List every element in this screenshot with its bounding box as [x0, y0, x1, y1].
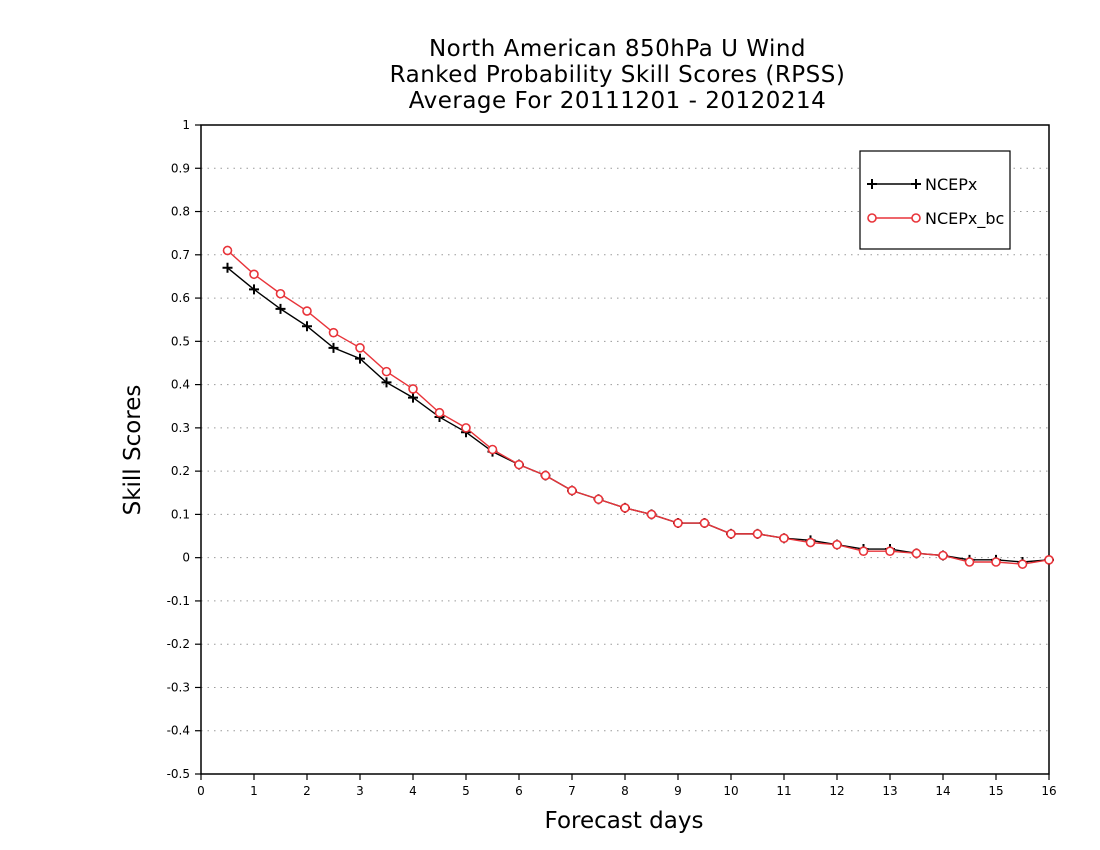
data-point: [867, 213, 877, 223]
chart-title-line-3: Average For 20111201 - 20120214: [408, 88, 827, 114]
legend: NCEPx NCEPx_bc: [859, 150, 1011, 250]
x-tick-label: 6: [515, 784, 523, 798]
y-tick-label: 1: [182, 118, 190, 132]
data-point: [699, 518, 710, 528]
data-point: [408, 384, 418, 394]
data-point: [1017, 559, 1028, 569]
legend-label: NCEPx: [925, 175, 977, 194]
x-tick-label: 15: [988, 784, 1003, 798]
data-point: [434, 407, 445, 418]
x-tick-label: 12: [829, 784, 844, 798]
data-point: [381, 377, 392, 388]
data-point: [355, 353, 365, 364]
data-point: [938, 550, 948, 561]
series-line: [227, 249, 1050, 565]
data-point: [673, 518, 683, 528]
data-point: [885, 546, 895, 556]
y-tick-label: 0.2: [171, 464, 190, 478]
y-tick-label: -0.3: [167, 680, 190, 694]
chart-title-line-2: Ranked Probability Skill Scores (RPSS): [389, 62, 846, 88]
series-ncepx-bc: [222, 245, 1054, 569]
x-tick-label: 16: [1041, 784, 1056, 798]
legend-box: [859, 150, 1011, 250]
x-axis-label: Forecast days: [544, 808, 704, 834]
data-point: [1044, 555, 1054, 565]
y-tick-label: 0.4: [171, 378, 190, 392]
x-tick-label: 14: [935, 784, 950, 798]
x-tick-label: 10: [723, 784, 738, 798]
legend-label: NCEPx_bc: [925, 209, 1004, 229]
legend-entry: NCEPx_bc: [867, 209, 1004, 229]
data-point: [275, 288, 286, 299]
data-point: [328, 327, 339, 338]
data-point: [911, 179, 921, 189]
y-axis-label: Skill Scores: [120, 384, 146, 516]
data-point: [567, 485, 577, 496]
data-point: [302, 321, 312, 332]
x-tick-label: 2: [303, 784, 311, 798]
data-point: [593, 494, 604, 505]
data-point: [779, 533, 789, 543]
x-tick-label: 13: [882, 784, 897, 798]
data-point: [249, 269, 259, 280]
x-tick-label: 7: [568, 784, 576, 798]
y-tick-label: 0: [182, 551, 190, 565]
data-point: [964, 557, 975, 567]
y-tick-label: 0.1: [171, 507, 190, 521]
x-tick-label: 11: [776, 784, 791, 798]
series-ncepx: [222, 262, 1054, 567]
series-layer: [222, 245, 1054, 569]
x-tick-label: 1: [250, 784, 258, 798]
data-point: [752, 529, 763, 539]
x-tick-label: 4: [409, 784, 417, 798]
data-point: [514, 459, 524, 470]
data-point: [832, 539, 842, 550]
data-point: [222, 245, 233, 256]
y-tick-label: 0.7: [171, 248, 190, 262]
series-line: [227, 267, 1050, 563]
x-tick-label: 5: [462, 784, 470, 798]
data-point: [487, 444, 498, 455]
data-point: [302, 306, 312, 316]
data-point: [726, 529, 736, 539]
data-point: [408, 392, 418, 403]
y-tick-label: -0.1: [167, 594, 190, 608]
legend-entry: NCEPx: [867, 175, 977, 194]
data-point: [867, 179, 877, 189]
data-point: [991, 557, 1001, 567]
data-point: [355, 343, 365, 353]
y-tick-label: 0.3: [171, 421, 190, 435]
x-tick-label: 9: [674, 784, 682, 798]
x-tick-label: 8: [621, 784, 629, 798]
y-tick-label: 0.6: [171, 291, 190, 305]
x-axis: 0 1 2 3 4 5 6 7 8 9 10 11 12 13 14 15 16: [197, 774, 1057, 798]
y-tick-label: -0.5: [167, 767, 190, 781]
data-point: [911, 213, 921, 223]
data-point: [911, 548, 922, 559]
data-point: [858, 546, 869, 556]
x-tick-label: 3: [356, 784, 364, 798]
data-point: [249, 284, 259, 295]
chart-title-line-1: North American 850hPa U Wind: [428, 36, 807, 62]
y-tick-label: -0.4: [167, 724, 190, 738]
data-point: [275, 303, 286, 314]
y-tick-label: 0.9: [171, 161, 190, 175]
data-point: [620, 503, 630, 513]
data-point: [461, 423, 471, 433]
data-point: [540, 470, 551, 481]
y-tick-label: -0.2: [167, 637, 190, 651]
data-point: [328, 342, 339, 353]
y-tick-label: 0.5: [171, 334, 190, 348]
y-tick-label: 0.8: [171, 205, 190, 219]
data-point: [381, 366, 392, 377]
grid-lines: [201, 167, 1049, 732]
y-axis: -0.5 -0.4 -0.3 -0.2 -0.1 0 0.1 0.2 0.3 0.4 0.5 0.6 0…: [167, 118, 201, 781]
data-point: [646, 509, 657, 520]
data-point: [222, 262, 233, 273]
data-point: [805, 537, 816, 548]
x-tick-label: 0: [197, 784, 205, 798]
